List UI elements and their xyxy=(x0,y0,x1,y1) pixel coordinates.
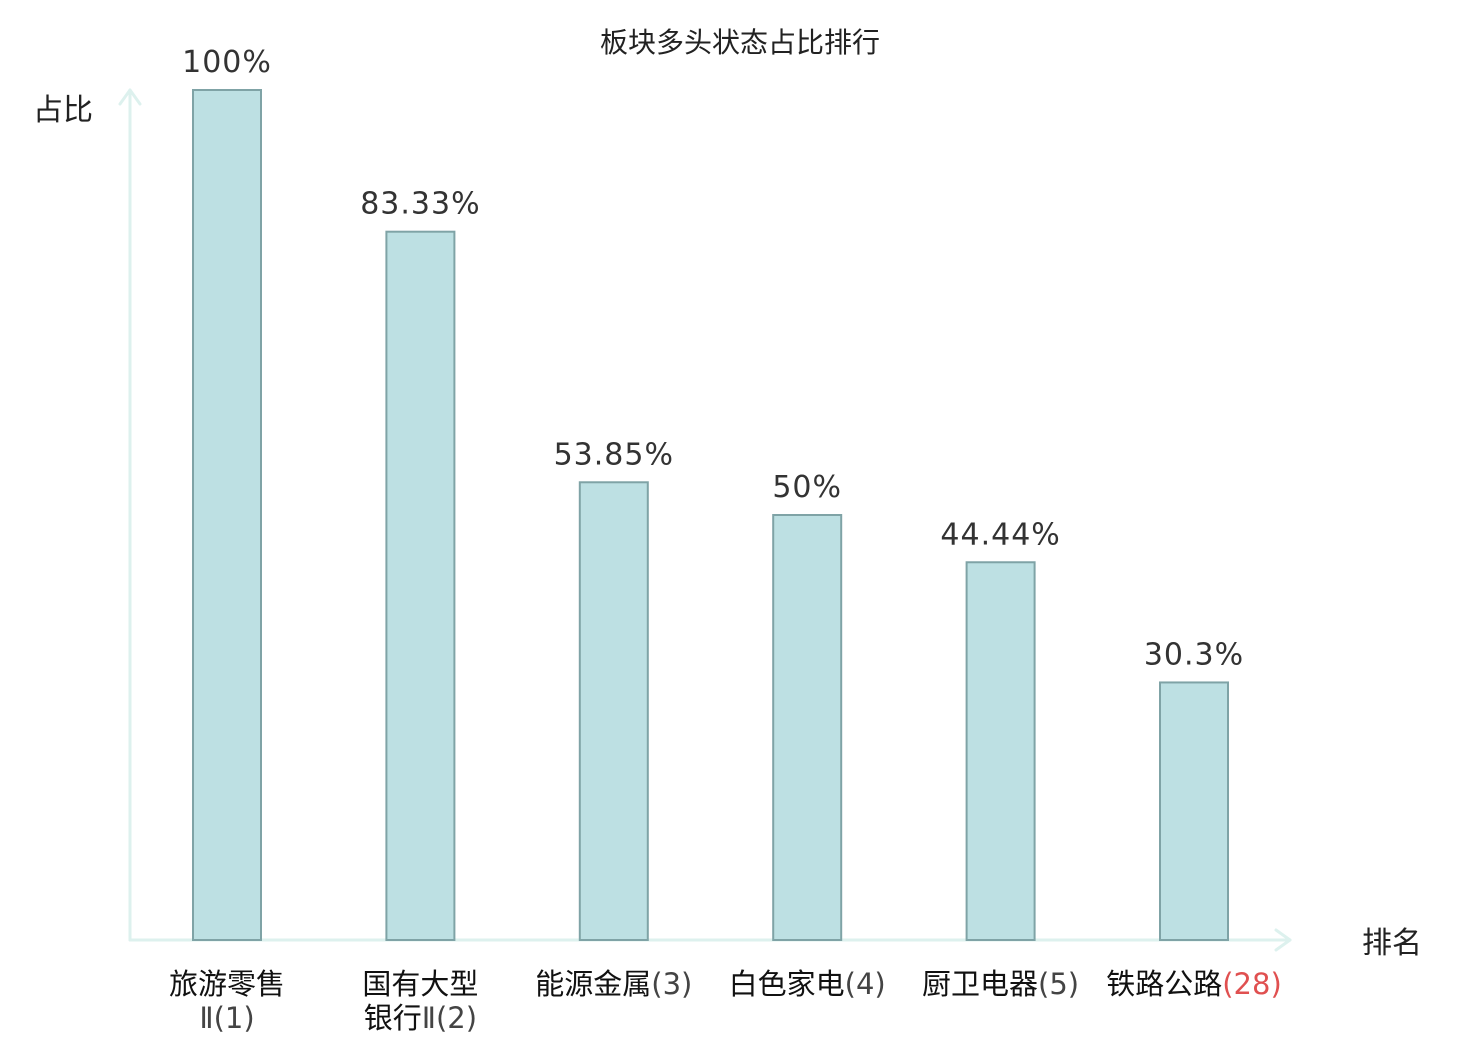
chart-title: 板块多头状态占比排行 xyxy=(600,26,880,59)
bar xyxy=(1159,681,1229,941)
x-tick-label-name: 银行 xyxy=(364,1001,422,1035)
x-axis-arrow xyxy=(1274,928,1292,952)
x-tick-label-rank: (5) xyxy=(1038,967,1079,1001)
x-tick-label-name: 国有大型 xyxy=(362,967,478,1001)
x-tick-label-line: 国有大型 xyxy=(362,967,478,1001)
x-tick-label-line: 铁路公路(28) xyxy=(1106,967,1282,1001)
data-label: 53.85% xyxy=(554,437,674,472)
x-tick-label-name: 能源金属 xyxy=(535,967,651,1001)
bar xyxy=(965,561,1036,941)
x-tick-label-name: 铁路公路 xyxy=(1106,967,1222,1001)
x-tick-label-name: 厨卫电器 xyxy=(922,967,1038,1001)
x-tick-label-name: 旅游零售 xyxy=(169,967,285,1001)
x-tick-label: 厨卫电器(5) xyxy=(922,967,1079,1001)
x-tick-label-rank: (3) xyxy=(651,967,692,1001)
x-tick-label-line: 旅游零售 xyxy=(169,967,285,1001)
data-label: 44.44% xyxy=(940,517,1060,552)
data-label: 50% xyxy=(772,470,842,505)
data-label: 100% xyxy=(182,45,272,80)
x-tick-label-rank: (4) xyxy=(845,967,886,1001)
bar xyxy=(772,514,843,941)
x-tick-label: 能源金属(3) xyxy=(535,967,692,1001)
x-tick-label-rank: Ⅱ(2) xyxy=(422,1001,477,1035)
data-label: 30.3% xyxy=(1144,637,1244,672)
x-tick-label-name: 白色家电 xyxy=(729,967,845,1001)
x-tick-label-line: Ⅱ(1) xyxy=(199,1001,254,1035)
y-axis-arrow xyxy=(118,88,142,106)
x-tick-label-line: 厨卫电器(5) xyxy=(922,967,1079,1001)
bars-group xyxy=(192,89,1229,941)
axes xyxy=(118,88,1292,952)
x-tick-label-line: 能源金属(3) xyxy=(535,967,692,1001)
bar xyxy=(385,230,456,941)
x-tick-label-line: 白色家电(4) xyxy=(729,967,886,1001)
x-tick-label-rank: Ⅱ(1) xyxy=(199,1001,254,1035)
y-axis-label: 占比 xyxy=(33,93,93,128)
x-tick-label-rank: (28) xyxy=(1222,967,1282,1001)
data-labels-group: 100% 83.33% 53.85% 50% 44.44% 30.3% xyxy=(182,45,1244,672)
bar xyxy=(578,481,649,941)
bar xyxy=(192,89,262,941)
x-tick-label-line: 银行Ⅱ(2) xyxy=(364,1001,477,1035)
x-tick-label: 铁路公路(28) xyxy=(1106,967,1282,1001)
x-axis-label: 排名 xyxy=(1362,926,1422,961)
data-label: 83.33% xyxy=(360,187,480,222)
x-tick-label: 白色家电(4) xyxy=(729,967,886,1001)
